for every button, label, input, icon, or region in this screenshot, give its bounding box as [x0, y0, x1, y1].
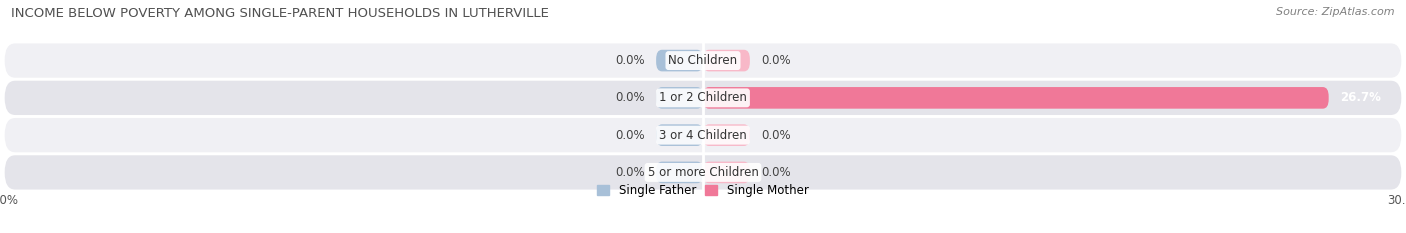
Text: 0.0%: 0.0%: [614, 54, 644, 67]
FancyBboxPatch shape: [657, 162, 703, 183]
Text: Source: ZipAtlas.com: Source: ZipAtlas.com: [1277, 7, 1395, 17]
Text: 3 or 4 Children: 3 or 4 Children: [659, 129, 747, 142]
Text: No Children: No Children: [668, 54, 738, 67]
FancyBboxPatch shape: [4, 81, 1402, 115]
Text: 0.0%: 0.0%: [614, 91, 644, 104]
Text: INCOME BELOW POVERTY AMONG SINGLE-PARENT HOUSEHOLDS IN LUTHERVILLE: INCOME BELOW POVERTY AMONG SINGLE-PARENT…: [11, 7, 550, 20]
FancyBboxPatch shape: [4, 118, 1402, 152]
Text: 0.0%: 0.0%: [614, 166, 644, 179]
Legend: Single Father, Single Mother: Single Father, Single Mother: [598, 184, 808, 197]
Text: 5 or more Children: 5 or more Children: [648, 166, 758, 179]
FancyBboxPatch shape: [703, 162, 749, 183]
FancyBboxPatch shape: [657, 50, 703, 71]
FancyBboxPatch shape: [4, 43, 1402, 78]
Text: 0.0%: 0.0%: [762, 129, 792, 142]
FancyBboxPatch shape: [657, 87, 703, 109]
FancyBboxPatch shape: [657, 124, 703, 146]
Text: 26.7%: 26.7%: [1340, 91, 1381, 104]
FancyBboxPatch shape: [4, 155, 1402, 190]
FancyBboxPatch shape: [703, 87, 1329, 109]
Text: 0.0%: 0.0%: [762, 54, 792, 67]
FancyBboxPatch shape: [703, 50, 749, 71]
Text: 0.0%: 0.0%: [614, 129, 644, 142]
Text: 1 or 2 Children: 1 or 2 Children: [659, 91, 747, 104]
Text: 0.0%: 0.0%: [762, 166, 792, 179]
FancyBboxPatch shape: [703, 124, 749, 146]
